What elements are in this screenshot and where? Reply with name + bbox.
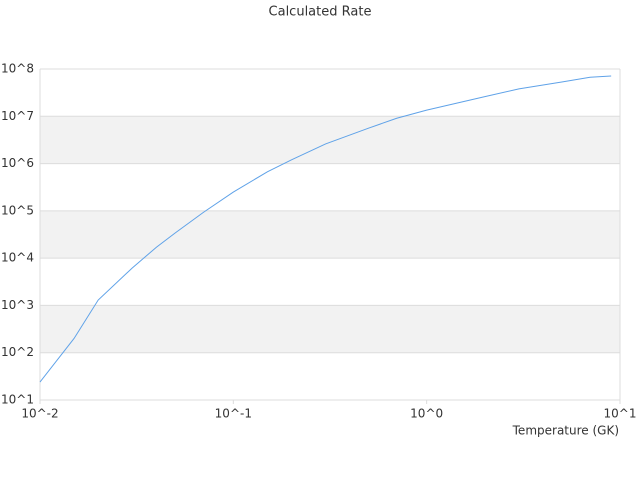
x-axis-label: Temperature (GK) [512, 424, 619, 438]
y-tick-label: 10^7 [1, 109, 34, 123]
grid-band [40, 116, 620, 164]
y-tick-label: 10^2 [1, 345, 34, 359]
x-tick-label: 10^-1 [215, 407, 252, 421]
y-tick-label: 10^6 [1, 156, 34, 170]
y-tick-label: 10^3 [1, 298, 34, 312]
chart-title: Calculated Rate [269, 5, 372, 20]
x-tick-label: 10^-2 [21, 407, 58, 421]
grid-band [40, 305, 620, 353]
y-tick-label: 10^5 [1, 203, 34, 217]
x-tick-label: 10^1 [604, 407, 637, 421]
y-tick-label: 10^4 [1, 251, 34, 265]
data-line [39, 75, 612, 383]
grid-band [40, 210, 620, 259]
x-tick-label: 10^0 [410, 407, 443, 421]
y-tick-label: 10^1 [1, 393, 34, 407]
y-tick-label: 10^8 [1, 62, 34, 76]
